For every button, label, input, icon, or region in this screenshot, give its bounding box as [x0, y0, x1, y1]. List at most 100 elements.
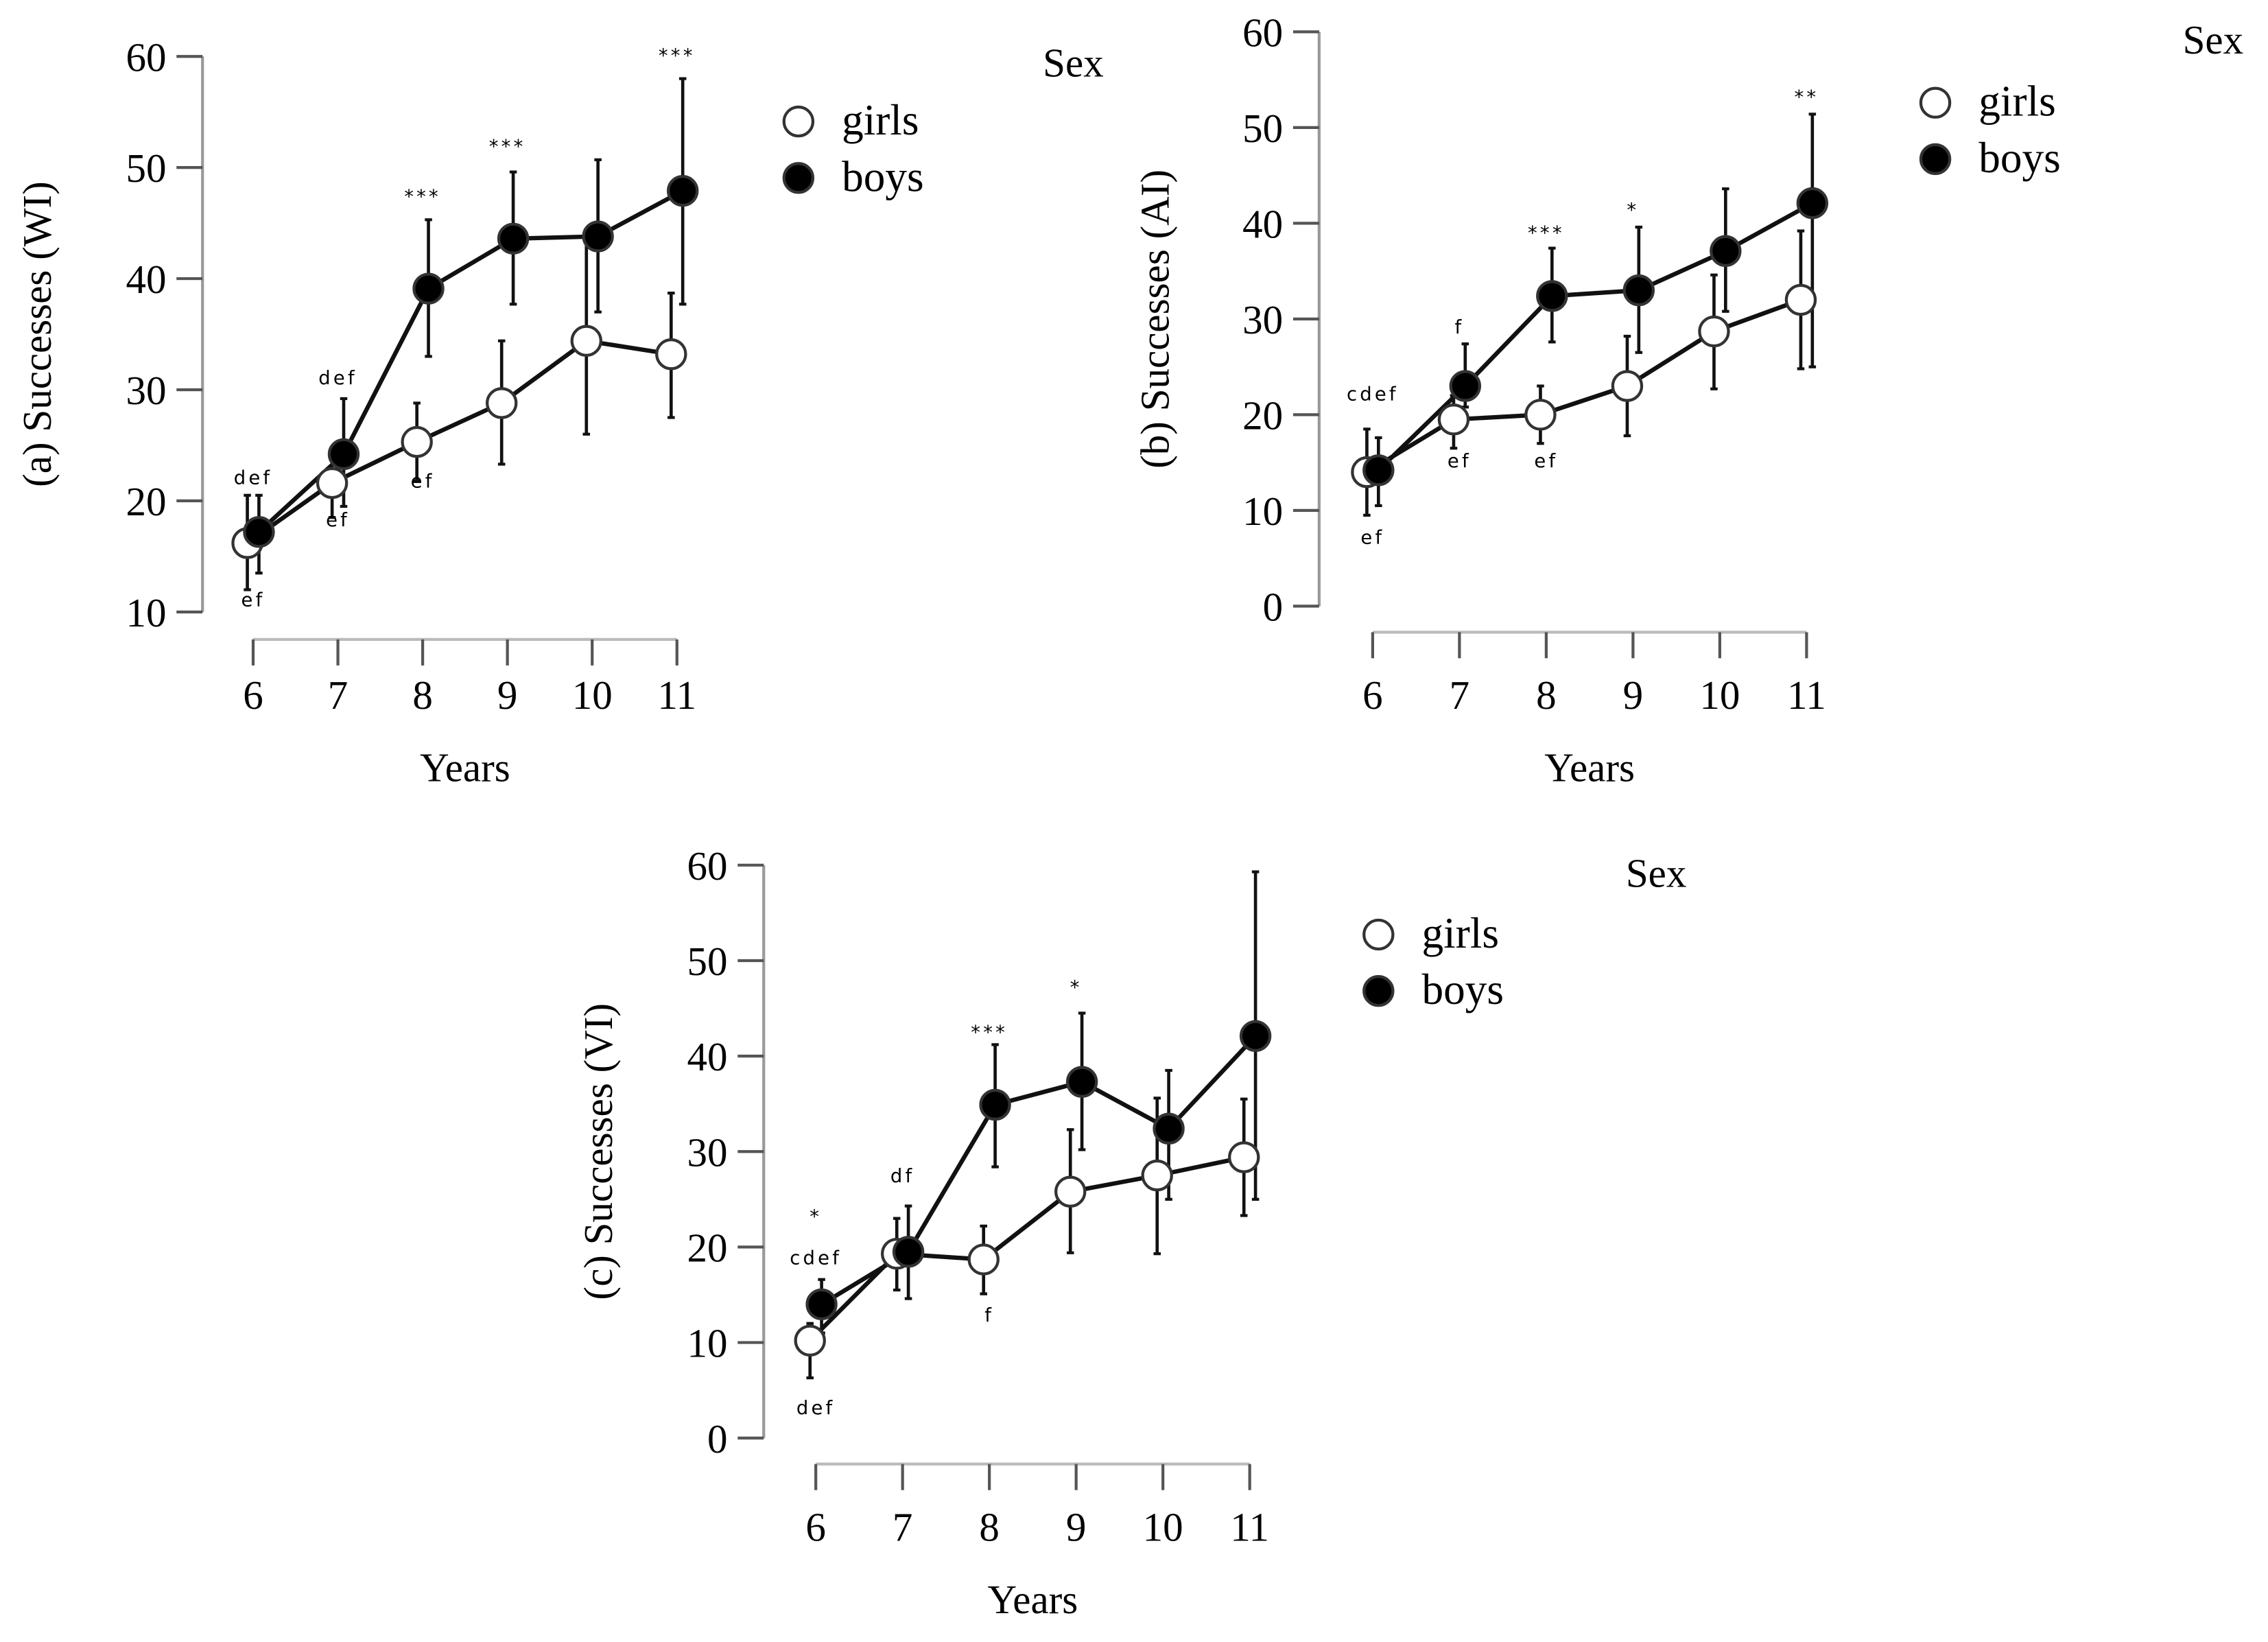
marker-girls	[1698, 315, 1730, 348]
x-tick-label: 6	[805, 1504, 826, 1549]
x-tick-label: 11	[657, 672, 696, 718]
annotation: ef	[241, 590, 265, 611]
annotation: ef	[1448, 451, 1472, 472]
annotation: def	[796, 1398, 836, 1419]
y-tick-label: 60	[1242, 10, 1283, 55]
y-tick-label: 10	[1242, 489, 1283, 534]
line-girls	[246, 338, 672, 546]
line-boys	[1377, 201, 1814, 472]
y-tick-label: 20	[1242, 392, 1283, 438]
annotation: ***	[971, 1022, 1008, 1044]
legend-label-boys: boys	[1422, 965, 1504, 1013]
legend-label-boys: boys	[1978, 134, 2061, 182]
line-girls	[1365, 298, 1802, 474]
x-tick-label: 8	[1536, 672, 1557, 718]
marker-girls	[967, 1243, 1000, 1276]
annotation: ef	[1534, 451, 1558, 472]
x-tick-label: 10	[1699, 672, 1740, 718]
marker-girls	[486, 387, 518, 419]
marker-girls	[1524, 399, 1557, 431]
annotation: *	[810, 1207, 822, 1228]
y-tick-label: 0	[707, 1416, 728, 1462]
annotation: ***	[404, 187, 441, 208]
legend-label-girls: girls	[842, 96, 919, 144]
y-axis-title: (a) Successes (WI)	[14, 181, 60, 487]
legend-title: Sex	[1043, 40, 1104, 86]
x-tick-label: 10	[1143, 1504, 1183, 1549]
marker-boys	[582, 220, 614, 253]
legend-title: Sex	[2183, 17, 2244, 62]
y-axis-title: (c) Successes (VI)	[576, 1003, 621, 1300]
annotation: f	[1454, 317, 1464, 338]
marker-boys	[1710, 235, 1742, 268]
chart-panel-b: 0 10 20 30 40 50 60 6 7 8 9 10 11 Years (b) Successes …	[1133, 10, 2244, 790]
marker-boys	[1239, 1020, 1272, 1053]
marker-boys	[1536, 280, 1568, 312]
legend-marker-boys	[1362, 975, 1395, 1007]
x-tick-label: 7	[328, 672, 349, 718]
marker-boys	[497, 222, 530, 255]
marker-girls	[1141, 1159, 1173, 1192]
annotation: **	[1794, 87, 1819, 108]
x-tick-label: 8	[412, 672, 433, 718]
marker-boys	[1796, 187, 1829, 220]
y-tick-label: 30	[126, 368, 166, 413]
line-boys	[257, 189, 684, 534]
y-tick-label: 50	[687, 939, 728, 984]
line-girls	[808, 1155, 1244, 1343]
x-tick-label: 11	[1787, 672, 1826, 718]
legend-label-boys: boys	[842, 152, 924, 200]
annotation: *	[1070, 978, 1083, 999]
y-tick-label: 0	[1263, 584, 1284, 629]
marker-girls	[1611, 370, 1644, 402]
marker-boys	[412, 272, 445, 305]
marker-girls	[1784, 283, 1817, 316]
annotation: def	[234, 468, 273, 489]
annotation: ef	[1360, 528, 1384, 549]
chart-panel-a: 10 20 30 40 50 60 6 7 8 9 10 11 Years (a) Successes (…	[14, 34, 1104, 790]
x-tick-label: 7	[893, 1504, 913, 1549]
y-tick-label: 50	[126, 145, 166, 191]
legend-marker-boys	[782, 162, 815, 194]
y-tick-label: 40	[687, 1034, 728, 1079]
series-boys	[255, 77, 687, 575]
x-tick-label: 8	[979, 1504, 1000, 1549]
legend-title: Sex	[1626, 850, 1687, 895]
y-tick-label: 20	[687, 1225, 728, 1270]
x-tick-label: 9	[497, 672, 518, 718]
annotation: ef	[326, 510, 350, 531]
y-tick-label: 40	[126, 257, 166, 302]
legend-marker-boys	[1919, 143, 1952, 176]
x-tick-label: 6	[243, 672, 263, 718]
x-axis-title: Years	[1544, 745, 1635, 790]
x-tick-label: 9	[1066, 1504, 1087, 1549]
y-tick-label: 20	[126, 479, 166, 524]
series-girls	[244, 233, 675, 591]
annotation: cdef	[790, 1247, 842, 1269]
annotation: cdef	[1347, 384, 1399, 405]
marker-girls	[655, 338, 687, 371]
annotation: ***	[1528, 223, 1565, 244]
marker-girls	[1054, 1175, 1087, 1208]
marker-girls	[401, 425, 433, 458]
marker-girls	[570, 325, 602, 357]
y-tick-label: 50	[1242, 106, 1283, 151]
marker-girls	[794, 1324, 826, 1357]
marker-boys	[666, 174, 699, 207]
x-tick-label: 10	[572, 672, 613, 718]
marker-girls	[1437, 403, 1470, 436]
y-tick-label: 60	[126, 34, 166, 80]
marker-boys	[327, 438, 360, 471]
marker-boys	[979, 1088, 1011, 1121]
y-tick-label: 40	[1242, 201, 1283, 246]
x-tick-label: 6	[1362, 672, 1383, 718]
legend-label-girls: girls	[1422, 909, 1499, 957]
series-girls	[1363, 229, 1805, 517]
legend-marker-girls	[1362, 918, 1395, 951]
series-girls	[806, 1096, 1248, 1380]
marker-boys	[1622, 274, 1655, 307]
y-tick-label: 60	[687, 843, 728, 889]
series-boys	[1375, 113, 1817, 508]
x-tick-label: 9	[1623, 672, 1644, 718]
